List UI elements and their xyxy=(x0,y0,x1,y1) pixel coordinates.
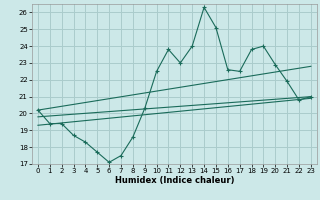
X-axis label: Humidex (Indice chaleur): Humidex (Indice chaleur) xyxy=(115,176,234,185)
